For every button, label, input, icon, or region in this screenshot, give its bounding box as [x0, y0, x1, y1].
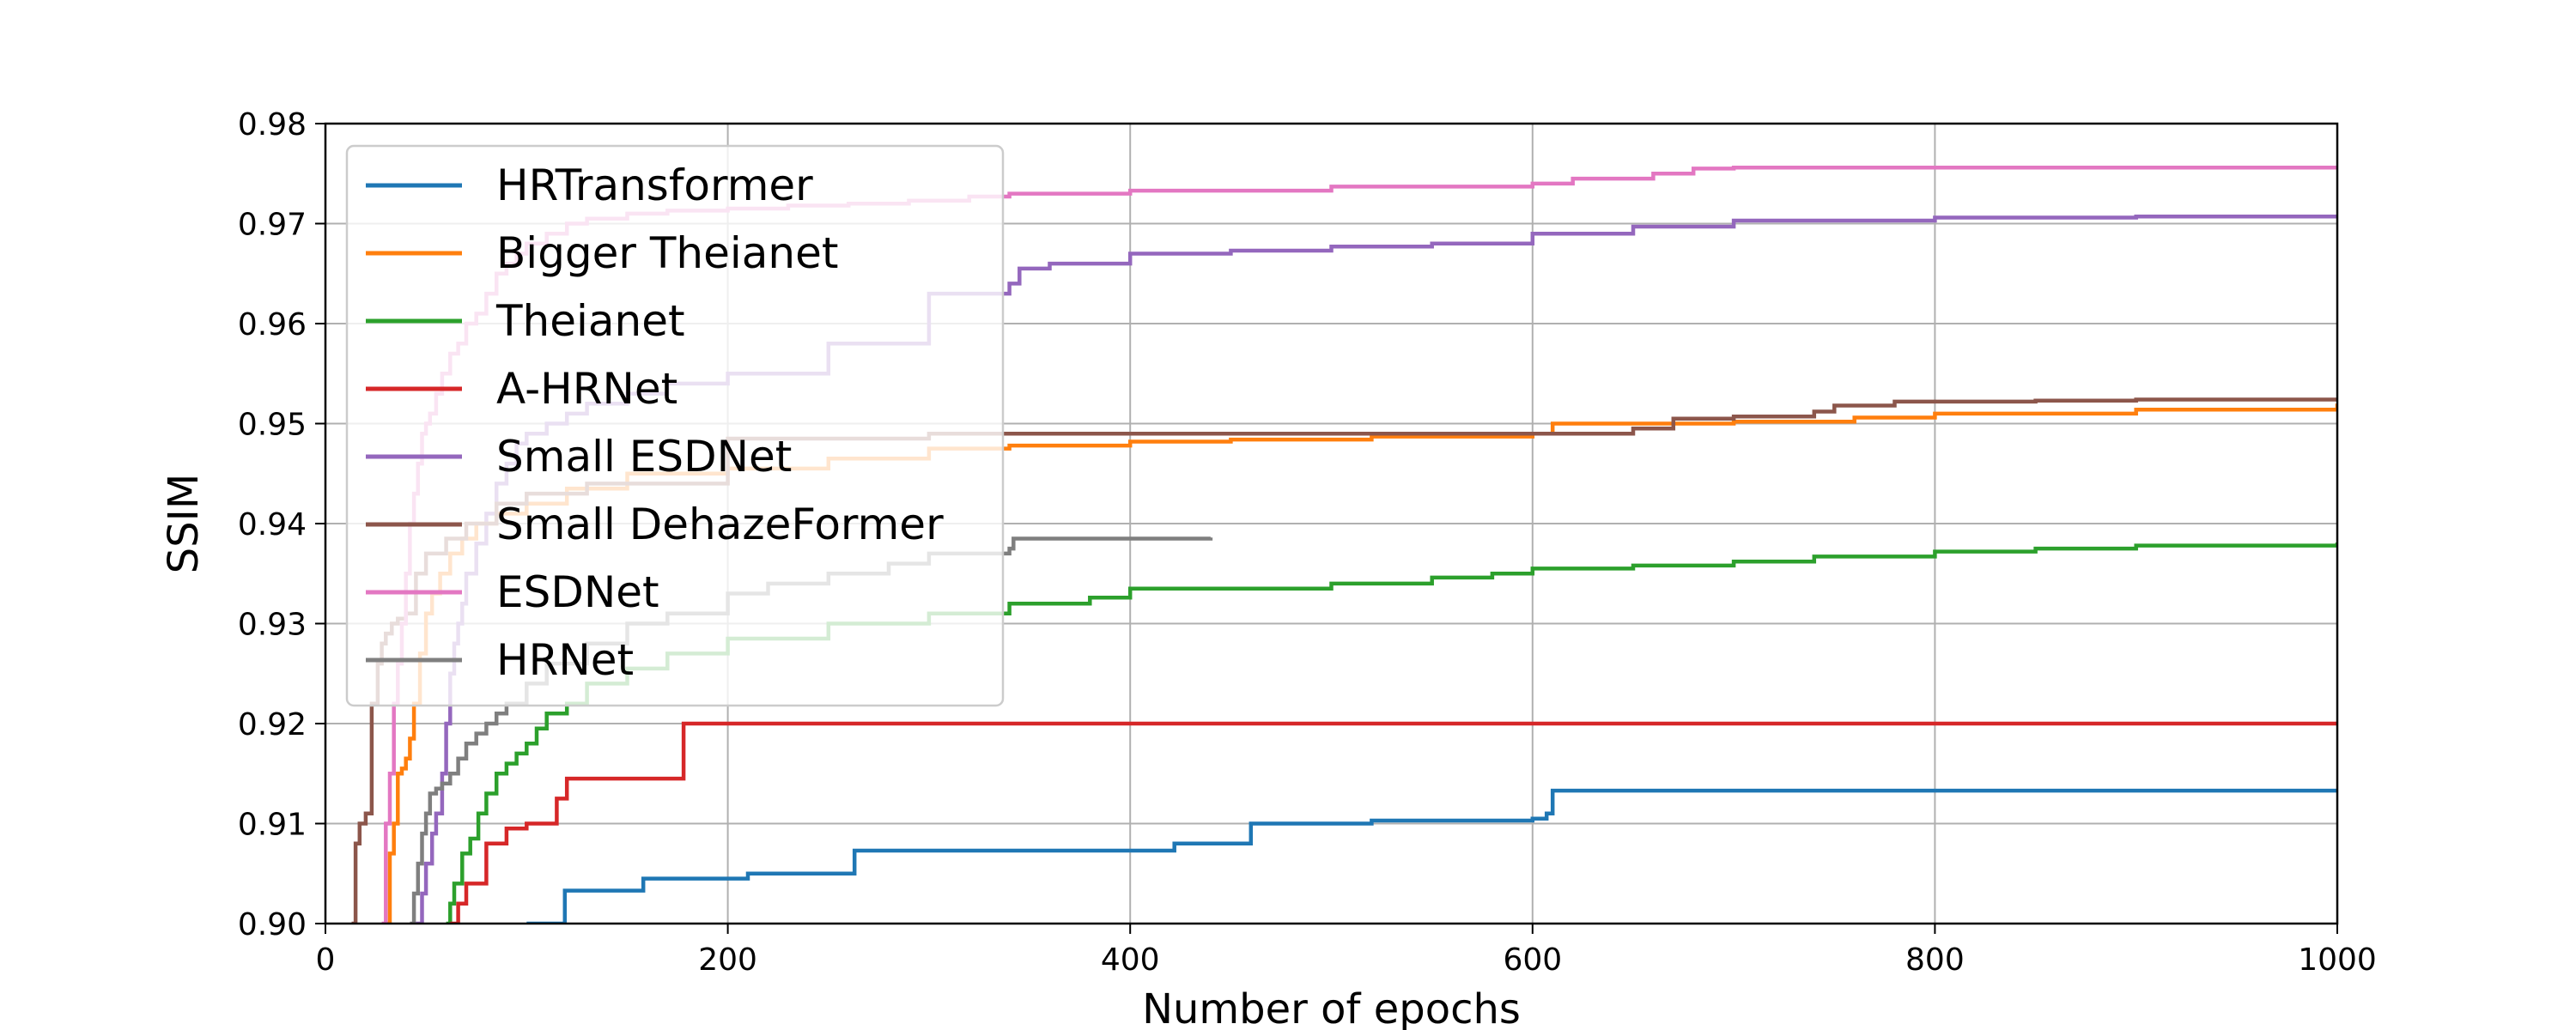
legend-label-theianet: Theianet — [495, 296, 685, 346]
y-tick-label: 0.90 — [238, 907, 307, 942]
legend-label-small-dehazeformer: Small DehazeFormer — [496, 500, 944, 549]
legend-label-hrnet: HRNet — [496, 635, 634, 685]
y-tick-label: 0.95 — [238, 408, 307, 443]
y-tick-label: 0.98 — [238, 107, 307, 142]
y-tick-label: 0.97 — [238, 208, 307, 243]
legend-label-esdnet: ESDNet — [496, 567, 659, 617]
y-tick-label: 0.91 — [238, 808, 307, 843]
series-line-a-hrnet — [450, 721, 2337, 924]
x-tick-label: 0 — [316, 942, 336, 978]
x-axis-label: Number of epochs — [1142, 985, 1521, 1030]
x-tick-label: 200 — [698, 942, 757, 978]
x-tick-label: 800 — [1905, 942, 1965, 978]
legend-label-hrtransformer: HRTransformer — [496, 161, 813, 210]
legend-label-small-esdnet: Small ESDNet — [496, 432, 792, 482]
x-tick-label: 1000 — [2298, 942, 2377, 978]
y-tick-label: 0.93 — [238, 608, 307, 643]
legend: HRTransformer Bigger Theianet Theianet A-HR… — [345, 144, 1005, 707]
x-tick-label: 400 — [1101, 942, 1160, 978]
x-tick-label: 600 — [1503, 942, 1562, 978]
y-axis-label: SSIM — [160, 474, 208, 574]
y-tick-label: 0.94 — [238, 507, 307, 542]
y-tick-label: 0.96 — [238, 307, 307, 342]
series-line-hrtransformer — [526, 788, 2337, 924]
legend-label-a-hrnet: A-HRNet — [496, 364, 677, 414]
axis-ticks: 0 200 400 600 800 1000 0.90 0.91 0.92 0.93 0.94 0.9… — [238, 107, 2377, 978]
legend-box — [345, 144, 1005, 707]
legend-label-bigger-theianet: Bigger Theianet — [496, 228, 838, 278]
y-tick-label: 0.92 — [238, 707, 307, 742]
